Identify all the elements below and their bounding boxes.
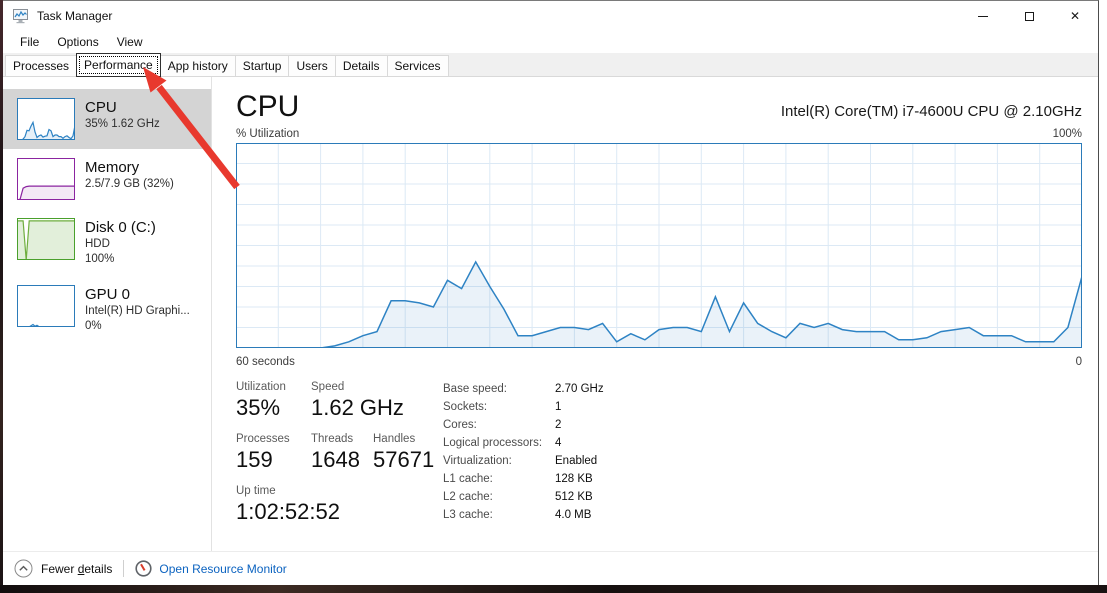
l2-cache-label: L2 cache: xyxy=(443,491,493,503)
performance-content: CPU 35% 1.62 GHz Memory 2.5/7.9 GB (32%)… xyxy=(3,77,1098,551)
sidebar-gpu-line2: 0% xyxy=(85,320,102,332)
maximize-icon xyxy=(1024,11,1034,21)
virtualization-value: Enabled xyxy=(555,455,598,467)
sidebar-cpu-subtitle: 35% 1.62 GHz xyxy=(85,118,160,130)
menubar: File Options View xyxy=(3,31,1098,53)
tab-processes[interactable]: Processes xyxy=(5,55,78,76)
cpu-stats: Utilization Speed 35% 1.62 GHz Processes… xyxy=(236,380,443,525)
speed-value: 1.62 GHz xyxy=(311,395,404,420)
task-manager-window: Task Manager ✕ File Options View Process… xyxy=(3,0,1099,585)
sidebar-disk-title: Disk 0 (C:) xyxy=(85,219,156,236)
performance-sidebar: CPU 35% 1.62 GHz Memory 2.5/7.9 GB (32%)… xyxy=(3,77,212,551)
utilization-label: Utilization xyxy=(236,381,286,393)
cpu-details: Base speed: 2.70 GHz Sockets: 1 Cores: 2 Lo… xyxy=(443,380,604,525)
maximize-button[interactable] xyxy=(1006,1,1052,31)
threads-value: 1648 xyxy=(311,447,360,472)
minimize-button[interactable] xyxy=(960,1,1006,31)
handles-value: 57671 xyxy=(373,447,435,472)
sockets-value: 1 xyxy=(555,401,562,413)
handles-label: Handles xyxy=(373,433,416,445)
disk-mini-chart xyxy=(17,218,75,260)
menu-options[interactable]: Options xyxy=(57,35,99,49)
sidebar-gpu-line1: Intel(R) HD Graphi... xyxy=(85,305,190,317)
tab-services[interactable]: Services xyxy=(386,55,449,76)
sidebar-disk-line1: HDD xyxy=(85,238,110,250)
sidebar-memory-title: Memory xyxy=(85,159,140,176)
sidebar-item-gpu[interactable]: GPU 0 Intel(R) HD Graphi... 0% xyxy=(3,276,211,343)
fewer-details-button[interactable]: Fewer details xyxy=(14,559,112,578)
desktop-background-left xyxy=(0,0,3,593)
threads-label: Threads xyxy=(311,433,354,445)
sidebar-item-cpu[interactable]: CPU 35% 1.62 GHz xyxy=(3,89,211,149)
menu-file[interactable]: File xyxy=(20,35,40,49)
cores-label: Cores: xyxy=(443,419,477,431)
cpu-panel: CPU Intel(R) Core(TM) i7-4600U CPU @ 2.1… xyxy=(212,77,1099,551)
sidebar-item-disk[interactable]: Disk 0 (C:) HDD 100% xyxy=(3,209,211,276)
chart-y-max-label: 100% xyxy=(1052,128,1082,140)
base-speed-value: 2.70 GHz xyxy=(555,383,604,395)
chart-y-axis-label: % Utilization xyxy=(236,128,300,140)
tab-startup[interactable]: Startup xyxy=(234,55,290,76)
logical-processors-value: 4 xyxy=(555,437,562,449)
cpu-mini-chart xyxy=(17,98,75,140)
cpu-panel-title: CPU xyxy=(236,90,300,123)
virtualization-label: Virtualization: xyxy=(443,455,512,467)
uptime-value: 1:02:52:52 xyxy=(236,499,340,524)
processes-value: 159 xyxy=(236,447,273,472)
window-controls: ✕ xyxy=(960,1,1098,31)
gpu-mini-chart xyxy=(17,285,75,327)
minimize-icon xyxy=(978,15,988,17)
open-resource-monitor-link[interactable]: Open Resource Monitor xyxy=(135,560,287,577)
sidebar-disk-line2: 100% xyxy=(85,253,115,265)
speed-label: Speed xyxy=(311,381,345,393)
desktop-background-bottom xyxy=(0,585,1107,593)
processor-name: Intel(R) Core(TM) i7-4600U CPU @ 2.10GHz xyxy=(780,103,1082,120)
memory-mini-chart xyxy=(17,158,75,200)
cpu-utilization-chart xyxy=(236,143,1083,349)
fewer-details-label-post: etails xyxy=(84,561,113,576)
logical-processors-label: Logical processors: xyxy=(443,437,543,449)
tab-performance[interactable]: Performance xyxy=(76,53,161,77)
cores-value: 2 xyxy=(555,419,562,431)
l2-cache-value: 512 KB xyxy=(555,491,593,503)
close-icon: ✕ xyxy=(1069,9,1081,23)
l3-cache-label: L3 cache: xyxy=(443,509,493,521)
close-button[interactable]: ✕ xyxy=(1052,1,1098,31)
task-manager-app-icon xyxy=(13,9,28,24)
chart-x-right-label: 0 xyxy=(1075,356,1082,368)
tab-users[interactable]: Users xyxy=(288,55,336,76)
titlebar: Task Manager ✕ xyxy=(3,1,1098,31)
chart-x-left-label: 60 seconds xyxy=(236,356,295,368)
sidebar-gpu-title: GPU 0 xyxy=(85,286,131,303)
tab-strip: Processes Performance App history Startu… xyxy=(3,53,1098,77)
processes-label: Processes xyxy=(236,433,290,445)
uptime-label: Up time xyxy=(236,485,276,497)
l3-cache-value: 4.0 MB xyxy=(555,509,592,521)
fewer-details-label-pre: Fewer xyxy=(41,561,78,576)
tab-details[interactable]: Details xyxy=(334,55,388,76)
l1-cache-label: L1 cache: xyxy=(443,473,493,485)
l1-cache-value: 128 KB xyxy=(555,473,593,485)
resource-monitor-icon xyxy=(135,560,152,577)
footer-separator xyxy=(123,560,125,577)
footer-bar: Fewer details Open Resource Monitor xyxy=(3,551,1098,585)
fewer-details-accelerator: d xyxy=(77,561,85,576)
base-speed-label: Base speed: xyxy=(443,383,507,395)
chevron-up-circle-icon xyxy=(14,559,33,578)
sidebar-cpu-title: CPU xyxy=(85,99,117,116)
sidebar-memory-subtitle: 2.5/7.9 GB (32%) xyxy=(85,178,174,190)
tab-app-history[interactable]: App history xyxy=(159,55,236,76)
resource-monitor-label: Open Resource Monitor xyxy=(159,561,287,576)
menu-view[interactable]: View xyxy=(116,35,143,49)
utilization-value: 35% xyxy=(236,395,281,420)
sockets-label: Sockets: xyxy=(443,401,488,413)
sidebar-item-memory[interactable]: Memory 2.5/7.9 GB (32%) xyxy=(3,149,211,209)
window-title: Task Manager xyxy=(37,9,113,23)
